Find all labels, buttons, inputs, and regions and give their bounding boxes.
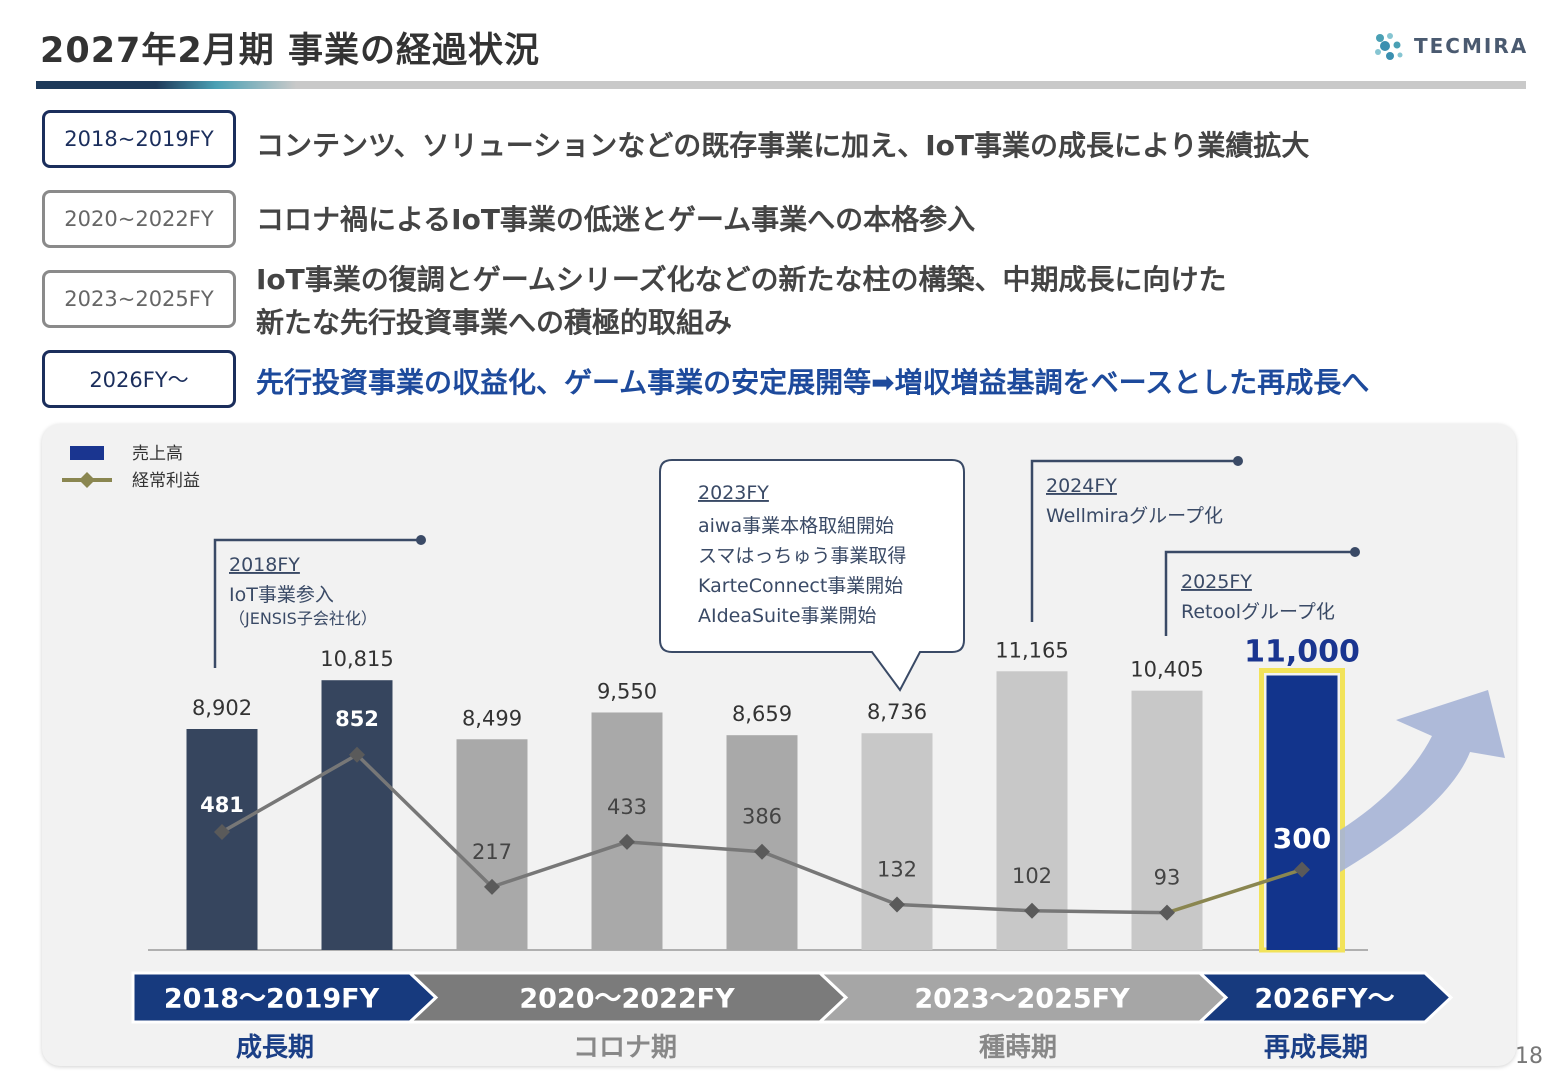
- sales-bar-label: 11,000: [1244, 635, 1360, 670]
- annotation-2025-line1: Retoolグループ化: [1181, 601, 1335, 623]
- page-number: 18: [1515, 1044, 1543, 1069]
- profit-label: 300: [1273, 822, 1331, 855]
- phase-arrow-label: 2026FY～: [1254, 984, 1394, 1015]
- sales-bar: [591, 712, 663, 950]
- profit-label: 852: [335, 707, 379, 731]
- profit-label: 217: [472, 840, 512, 864]
- period-box-2: 2020~2022FY: [42, 190, 236, 248]
- legend-sales-swatch: [70, 446, 104, 460]
- annotation-2023-line: KarteConnect事業開始: [698, 575, 903, 597]
- sales-bar: [1266, 675, 1338, 950]
- sales-bar-label: 8,902: [192, 696, 252, 720]
- profit-label: 93: [1154, 866, 1181, 890]
- sales-bar-label: 8,659: [732, 702, 792, 726]
- annotation-2025-dot: [1350, 547, 1360, 557]
- sales-bar: [456, 739, 528, 950]
- profit-line-forecast: [1166, 867, 1303, 915]
- tecmira-logo-icon: [1375, 33, 1403, 60]
- phase-arrow-label: 2018～2019FY: [164, 984, 380, 1015]
- profit-line: [221, 752, 1168, 915]
- sales-bar-label: 10,405: [1130, 658, 1203, 682]
- annotation-2023-callout: [659, 459, 965, 692]
- annotation-2024-dot: [1233, 456, 1243, 466]
- sales-bar: [861, 733, 933, 950]
- period-box-4: 2026FY～: [42, 350, 236, 408]
- sales-bar-label: 11,165: [995, 638, 1068, 662]
- sales-bar-label: 10,815: [320, 647, 393, 671]
- phase-name: 再成長期: [1264, 1033, 1368, 1063]
- profit-point: [1294, 861, 1310, 878]
- profit-label: 132: [877, 858, 917, 882]
- annotation-2018-dot: [416, 535, 426, 545]
- annotation-2024-line1: Wellmiraグループ化: [1046, 505, 1223, 527]
- phase-name: コロナ期: [573, 1033, 677, 1063]
- annotation-2018-line2: （JENSIS子会社化）: [229, 609, 377, 628]
- annotation-2024-leader: [1030, 459, 1237, 622]
- growth-arrow: [1340, 690, 1505, 872]
- sales-bar-label: 8,499: [462, 706, 522, 730]
- annotation-2018-line1: IoT事業参入: [229, 584, 334, 606]
- period-text-4: 先行投資事業の収益化、ゲーム事業の安定展開等➡増収増益基調をベースとした再成長へ: [256, 366, 1370, 399]
- period-box-3: 2023~2025FY: [42, 270, 236, 328]
- profit-point: [619, 833, 635, 850]
- logo-text: TECMIRA: [1414, 34, 1529, 58]
- annotation-2023-line: スマはっちゅう事業取得: [698, 545, 906, 567]
- period-text-3a: IoT事業の復調とゲームシリーズ化などの新たな柱の構築、中期成長に向けた: [256, 263, 1227, 296]
- phase-arrow-label: 2020～2022FY: [519, 984, 735, 1015]
- annotation-2023-line: AIdeaSuite事業開始: [698, 605, 877, 627]
- profit-label: 386: [742, 805, 782, 829]
- period-text-3b: 新たな先行投資事業への積極的取組み: [256, 306, 733, 339]
- period-text-2: コロナ禍によるIoT事業の低迷とゲーム事業への本格参入: [256, 203, 976, 236]
- sales-bar: [726, 735, 798, 950]
- profit-point: [889, 896, 905, 913]
- profit-point: [1159, 904, 1175, 921]
- profit-point: [349, 746, 365, 763]
- phase-arrow: [1196, 971, 1454, 1024]
- period-text-1: コンテンツ、ソリューションなどの既存事業に加え、IoT事業の成長により業績拡大: [256, 129, 1310, 162]
- page-title: 2027年2月期 事業の経過状況: [40, 31, 540, 71]
- phase-name: 成長期: [236, 1033, 314, 1063]
- profit-point: [214, 823, 230, 840]
- annotation-2018-leader: [213, 538, 420, 668]
- profit-point: [754, 843, 770, 860]
- profit-label: 102: [1012, 864, 1052, 888]
- profit-point: [1024, 902, 1040, 919]
- legend-profit-marker: [79, 472, 95, 488]
- legend-profit-label: 経常利益: [132, 471, 200, 491]
- annotation-2023-line: aiwa事業本格取組開始: [698, 515, 894, 537]
- sales-bar: [321, 680, 393, 950]
- profit-point: [484, 878, 500, 895]
- sales-bar-label: 8,736: [867, 700, 927, 724]
- phase-name: 種蒔期: [979, 1033, 1057, 1063]
- logo: TECMIRA: [1370, 30, 1528, 62]
- annotation-2025-title: 2025FY: [1181, 571, 1252, 593]
- period-box-1: 2018~2019FY: [42, 110, 236, 168]
- profit-label: 481: [200, 793, 244, 817]
- phase-arrow-label: 2023～2025FY: [914, 984, 1130, 1015]
- legend-sales-label: 売上高: [132, 444, 183, 464]
- annotation-2023-title: 2023FY: [698, 482, 769, 504]
- annotation-2025-leader: [1164, 550, 1354, 636]
- profit-label: 433: [607, 795, 647, 819]
- annotation-2018-title: 2018FY: [229, 554, 300, 576]
- sales-bar-label: 9,550: [597, 679, 657, 703]
- title-underline: [36, 81, 1526, 89]
- annotation-2024-title: 2024FY: [1046, 475, 1117, 497]
